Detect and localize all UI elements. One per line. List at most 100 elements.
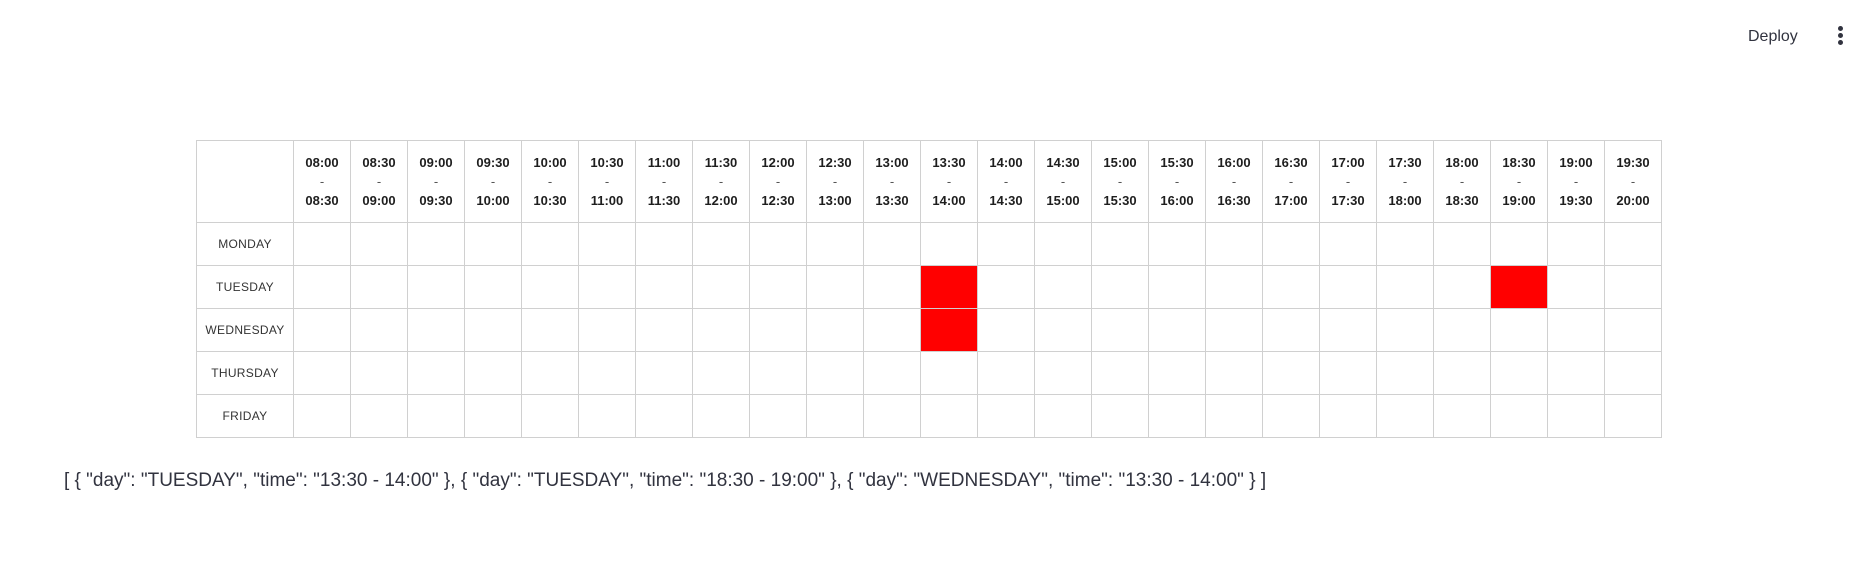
schedule-cell[interactable] bbox=[692, 222, 750, 266]
schedule-cell[interactable] bbox=[1547, 351, 1605, 395]
schedule-cell[interactable] bbox=[407, 351, 465, 395]
schedule-cell[interactable] bbox=[1433, 351, 1491, 395]
schedule-cell[interactable] bbox=[1148, 308, 1206, 352]
schedule-cell[interactable] bbox=[977, 222, 1035, 266]
schedule-cell[interactable] bbox=[350, 351, 408, 395]
deploy-button[interactable]: Deploy bbox=[1742, 24, 1804, 50]
schedule-cell[interactable] bbox=[1376, 308, 1434, 352]
schedule-cell[interactable] bbox=[521, 351, 579, 395]
schedule-cell[interactable] bbox=[1091, 394, 1149, 438]
schedule-cell[interactable] bbox=[920, 394, 978, 438]
schedule-cell[interactable] bbox=[464, 308, 522, 352]
schedule-cell[interactable] bbox=[1604, 394, 1662, 438]
schedule-cell[interactable] bbox=[1205, 308, 1263, 352]
schedule-cell[interactable] bbox=[692, 351, 750, 395]
schedule-cell[interactable] bbox=[1490, 308, 1548, 352]
schedule-cell[interactable] bbox=[578, 222, 636, 266]
schedule-cell[interactable] bbox=[1034, 351, 1092, 395]
schedule-cell[interactable] bbox=[1433, 394, 1491, 438]
schedule-cell[interactable] bbox=[521, 222, 579, 266]
schedule-cell[interactable] bbox=[350, 308, 408, 352]
schedule-cell[interactable] bbox=[1034, 308, 1092, 352]
schedule-cell[interactable] bbox=[920, 222, 978, 266]
schedule-cell[interactable] bbox=[1547, 308, 1605, 352]
schedule-cell[interactable] bbox=[749, 308, 807, 352]
schedule-cell[interactable] bbox=[1148, 265, 1206, 309]
schedule-cell[interactable] bbox=[293, 222, 351, 266]
schedule-cell[interactable] bbox=[863, 351, 921, 395]
schedule-cell[interactable] bbox=[806, 308, 864, 352]
schedule-cell[interactable] bbox=[1148, 222, 1206, 266]
schedule-cell[interactable] bbox=[806, 265, 864, 309]
schedule-cell[interactable] bbox=[1205, 394, 1263, 438]
schedule-cell[interactable] bbox=[920, 351, 978, 395]
schedule-cell[interactable] bbox=[578, 351, 636, 395]
schedule-cell[interactable] bbox=[1376, 265, 1434, 309]
schedule-cell[interactable] bbox=[635, 265, 693, 309]
schedule-cell[interactable] bbox=[1148, 351, 1206, 395]
schedule-cell[interactable] bbox=[1319, 308, 1377, 352]
schedule-cell[interactable] bbox=[635, 222, 693, 266]
schedule-cell[interactable] bbox=[464, 394, 522, 438]
schedule-cell[interactable] bbox=[350, 394, 408, 438]
schedule-cell[interactable] bbox=[863, 265, 921, 309]
schedule-cell[interactable] bbox=[806, 394, 864, 438]
schedule-cell[interactable] bbox=[407, 265, 465, 309]
schedule-cell[interactable] bbox=[407, 222, 465, 266]
schedule-cell[interactable] bbox=[1034, 394, 1092, 438]
schedule-cell[interactable] bbox=[749, 265, 807, 309]
schedule-cell[interactable] bbox=[1205, 222, 1263, 266]
schedule-cell[interactable] bbox=[1604, 308, 1662, 352]
schedule-cell[interactable] bbox=[977, 308, 1035, 352]
schedule-cell[interactable] bbox=[1433, 265, 1491, 309]
schedule-cell[interactable] bbox=[1433, 308, 1491, 352]
schedule-cell[interactable] bbox=[1205, 351, 1263, 395]
vertical-ellipsis-icon[interactable] bbox=[1830, 26, 1850, 48]
schedule-cell[interactable] bbox=[1205, 265, 1263, 309]
schedule-cell[interactable] bbox=[749, 222, 807, 266]
schedule-cell[interactable] bbox=[1490, 394, 1548, 438]
schedule-cell[interactable] bbox=[749, 351, 807, 395]
schedule-cell[interactable] bbox=[407, 308, 465, 352]
schedule-cell[interactable] bbox=[464, 265, 522, 309]
schedule-cell[interactable] bbox=[1376, 351, 1434, 395]
schedule-cell[interactable] bbox=[578, 308, 636, 352]
schedule-cell[interactable] bbox=[407, 394, 465, 438]
schedule-cell[interactable] bbox=[1490, 351, 1548, 395]
schedule-cell[interactable] bbox=[293, 308, 351, 352]
schedule-cell[interactable] bbox=[1091, 308, 1149, 352]
schedule-cell[interactable] bbox=[1547, 394, 1605, 438]
schedule-cell[interactable] bbox=[1376, 222, 1434, 266]
schedule-cell[interactable] bbox=[521, 394, 579, 438]
schedule-cell[interactable] bbox=[692, 394, 750, 438]
schedule-cell[interactable] bbox=[1433, 222, 1491, 266]
schedule-cell[interactable] bbox=[1148, 394, 1206, 438]
schedule-cell[interactable] bbox=[1091, 265, 1149, 309]
schedule-cell[interactable] bbox=[1547, 265, 1605, 309]
schedule-cell[interactable] bbox=[293, 351, 351, 395]
schedule-cell[interactable] bbox=[1319, 394, 1377, 438]
schedule-cell[interactable] bbox=[464, 351, 522, 395]
schedule-cell[interactable] bbox=[749, 394, 807, 438]
schedule-cell[interactable] bbox=[1091, 351, 1149, 395]
schedule-cell[interactable] bbox=[806, 222, 864, 266]
schedule-cell[interactable] bbox=[1604, 222, 1662, 266]
schedule-cell[interactable] bbox=[1262, 351, 1320, 395]
schedule-cell[interactable] bbox=[293, 265, 351, 309]
schedule-cell[interactable] bbox=[1034, 265, 1092, 309]
schedule-cell[interactable] bbox=[977, 265, 1035, 309]
schedule-cell[interactable] bbox=[806, 351, 864, 395]
schedule-cell[interactable] bbox=[1034, 222, 1092, 266]
schedule-cell[interactable] bbox=[1376, 394, 1434, 438]
schedule-cell[interactable] bbox=[863, 308, 921, 352]
schedule-cell[interactable] bbox=[692, 265, 750, 309]
schedule-cell-selected[interactable] bbox=[1490, 265, 1548, 309]
schedule-cell[interactable] bbox=[692, 308, 750, 352]
schedule-cell[interactable] bbox=[977, 394, 1035, 438]
schedule-cell[interactable] bbox=[977, 351, 1035, 395]
schedule-cell[interactable] bbox=[635, 394, 693, 438]
schedule-cell[interactable] bbox=[350, 222, 408, 266]
schedule-cell[interactable] bbox=[578, 265, 636, 309]
schedule-cell[interactable] bbox=[1091, 222, 1149, 266]
schedule-cell[interactable] bbox=[1604, 265, 1662, 309]
